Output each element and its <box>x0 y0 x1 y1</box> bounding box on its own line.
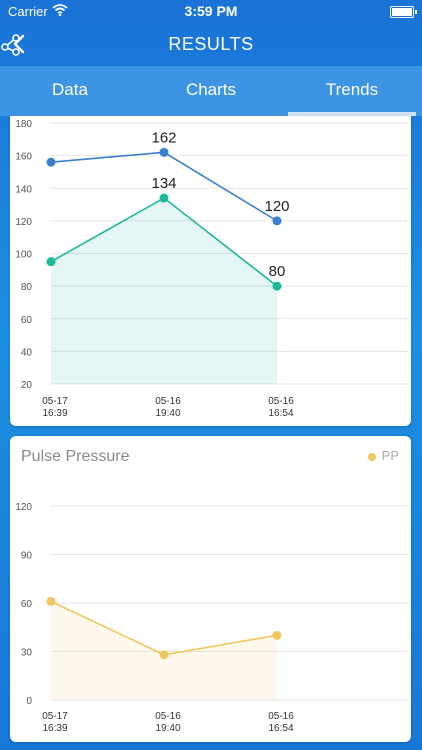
data-point <box>159 650 169 660</box>
tab-data[interactable]: Data <box>52 80 88 99</box>
wifi-icon <box>52 4 68 17</box>
y-tick-label: 90 <box>21 551 33 562</box>
y-tick-label: 180 <box>15 119 32 130</box>
y-tick-label: 140 <box>15 184 32 195</box>
x-tick-label: 19:40 <box>155 408 180 419</box>
legend-label-pp: PP <box>381 448 399 463</box>
share-button[interactable] <box>0 32 22 56</box>
blood-pressure-trend-chart: 2040608010012014016018005-1716:3905-1619… <box>15 119 408 419</box>
data-label: 134 <box>151 175 176 192</box>
data-point <box>272 216 282 226</box>
battery-icon <box>390 6 417 18</box>
legend-swatch <box>367 452 376 461</box>
x-tick-label: 05-16 <box>268 396 294 407</box>
blood-pressure-trend-card: 20 40 60 80 100 120 140 160 180 05-17 16:39 05-16 19… <box>10 116 411 426</box>
series-area <box>51 601 277 700</box>
x-tick-label: 05-17 <box>42 711 68 722</box>
y-tick-label: 160 <box>15 152 32 163</box>
x-tick-label: 05-16 <box>155 711 181 722</box>
x-tick-label: 05-17 <box>42 396 68 407</box>
tab-bar: Data Charts Trends <box>0 66 422 116</box>
pulse-pressure-card: Pulse Pressure PP 0 30 60 90 120 05-17 16:39 05… <box>10 436 411 742</box>
y-tick-label: 120 <box>15 217 32 228</box>
y-tick-label: 0 <box>26 696 32 707</box>
chart-legend: PP <box>367 448 399 463</box>
y-tick-label: 120 <box>15 502 32 513</box>
tab-charts[interactable]: Charts <box>185 80 237 99</box>
page-title: RESULTS <box>168 34 254 54</box>
y-tick-label: 40 <box>21 347 33 358</box>
active-tab-indicator <box>288 112 416 116</box>
chart-title: Pulse Pressure <box>21 448 130 465</box>
clock: 3:59 PM <box>184 3 238 19</box>
y-tick-label: 20 <box>21 380 33 391</box>
x-tick-label: 19:40 <box>155 723 180 734</box>
series-area <box>51 198 277 384</box>
data-label: 80 <box>269 263 286 280</box>
y-tick-label: 100 <box>15 250 32 261</box>
carrier-label: Carrier <box>8 4 48 19</box>
data-point <box>159 193 169 203</box>
data-label: 162 <box>151 129 176 146</box>
back-button[interactable] <box>10 32 30 56</box>
y-tick-label: 30 <box>21 648 33 659</box>
y-tick-label: 60 <box>21 315 33 326</box>
y-tick-label: 60 <box>21 599 33 610</box>
x-tick-label: 05-16 <box>268 711 294 722</box>
data-label: 120 <box>264 198 289 215</box>
x-tick-label: 16:54 <box>268 723 293 734</box>
data-point <box>46 257 56 267</box>
data-point <box>46 157 56 167</box>
navigation-bar: RESULTS <box>0 22 422 66</box>
data-point <box>46 596 56 606</box>
data-point <box>272 281 282 291</box>
x-tick-label: 16:39 <box>42 408 67 419</box>
data-point <box>159 147 169 157</box>
tab-trends[interactable]: Trends <box>325 80 379 99</box>
x-tick-label: 16:54 <box>268 408 293 419</box>
data-point <box>272 630 282 640</box>
status-bar: Carrier 3:59 PM <box>0 0 422 22</box>
y-tick-label: 80 <box>21 282 33 293</box>
x-tick-label: 05-16 <box>155 396 181 407</box>
x-tick-label: 16:39 <box>42 723 67 734</box>
